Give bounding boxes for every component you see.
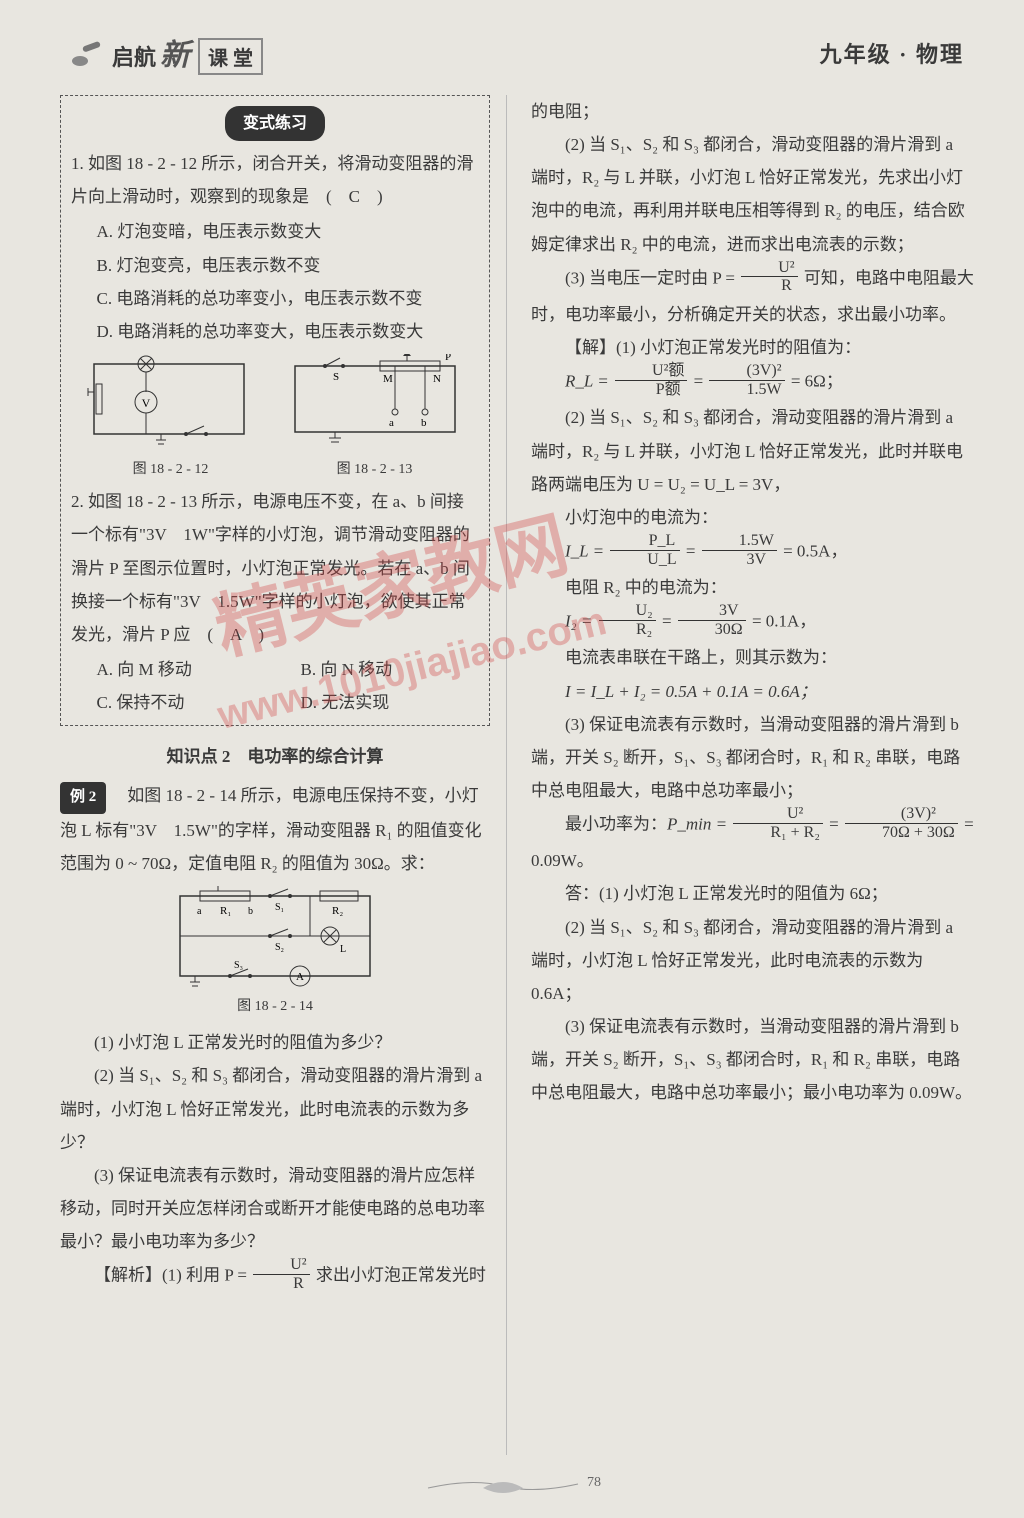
page-footer: 78	[0, 1476, 1024, 1500]
r2: (3) 当电压一定时由 P = U²R 可知，电路中电阻最大时，电功率最小，分析…	[531, 261, 974, 331]
example-tag: 例 2	[60, 782, 106, 813]
left-column: 变式练习 1. 如图 18 - 2 - 12 所示，闭合开关，将滑动变阻器的滑片…	[60, 95, 507, 1455]
box-banner: 变式练习	[225, 106, 325, 141]
frac-i2-1: U₂R₂	[599, 602, 656, 639]
sol2a: (2) 当 S₁、S₂ 和 S₃ 都闭合，滑动变阻器的滑片滑到 a 端时，R₂ …	[531, 401, 974, 500]
brand-prefix: 启航	[112, 40, 156, 72]
page-body: 变式练习 1. 如图 18 - 2 - 12 所示，闭合开关，将滑动变阻器的滑片…	[60, 95, 974, 1455]
ex2-part1: (1) 小灯泡 L 正常发光时的阻值为多少？	[60, 1026, 490, 1059]
frac-u2-over-r: U²R	[253, 1256, 309, 1293]
q2-opts-row2: C. 保持不动 D. 无法实现	[71, 686, 479, 719]
q1-optC: C. 电路消耗的总功率变小，电压表示数不变	[71, 282, 479, 315]
q1-optB: B. 灯泡变亮，电压表示数不变	[71, 249, 479, 282]
voltmeter-label: V	[141, 396, 150, 410]
sol2b: 小灯泡中的电流为：	[531, 501, 974, 534]
sol1-lhs: R_L =	[565, 372, 613, 391]
brand-block: 启航 新 课 堂	[70, 30, 263, 75]
fig13-caption: 图 18 - 2 - 13	[285, 456, 465, 483]
fig14-R2: R₂	[332, 905, 343, 917]
analysis-label: 【解析】	[94, 1266, 162, 1285]
sol-label: 【解】	[565, 338, 616, 357]
frac-pmin-1: U²R₁ + R₂	[733, 805, 823, 842]
ex2-part3: (3) 保证电流表有示数时，滑动变阻器的滑片应怎样移动，同时开关应怎样闭合或断开…	[60, 1159, 490, 1258]
answer-block: 答：(1) 小灯泡 L 正常发光时的阻值为 6Ω；	[531, 877, 974, 910]
knowledge-point-2-title: 知识点 2 电功率的综合计算	[60, 740, 490, 773]
r1: (2) 当 S₁、S₂ 和 S₃ 都闭合，滑动变阻器的滑片滑到 a 端时，R₂ …	[531, 128, 974, 261]
leaf-ornament-icon	[423, 1476, 583, 1500]
analysis1a: (1) 利用 P =	[162, 1266, 251, 1285]
frac-il-2: 1.5W3V	[702, 532, 777, 569]
sol2c: 电阻 R₂ 中的电流为：	[531, 571, 974, 604]
r0: 的电阻；	[531, 95, 974, 128]
r2a: (3) 当电压一定时由 P =	[565, 268, 739, 287]
q2-opts-row1: A. 向 M 移动 B. 向 N 移动	[71, 653, 479, 686]
telescope-icon	[70, 41, 106, 69]
q1-optA: A. 灯泡变暗，电压表示数变大	[71, 215, 479, 248]
fig13-N: N	[433, 373, 441, 385]
fig14-S3: S₃	[234, 960, 243, 971]
sol3a: (3) 保证电流表有示数时，当滑动变阻器的滑片滑到 b 端，开关 S₂ 断开，S…	[531, 708, 974, 807]
q1-optD: D. 电路消耗的总功率变大，电压表示数变大	[71, 315, 479, 348]
frac-i2-2: 3V30Ω	[678, 602, 746, 639]
analysis-line: 【解析】(1) 利用 P = U²R 求出小灯泡正常发光时	[60, 1258, 490, 1295]
q2-optD: D. 无法实现	[275, 686, 479, 719]
fig13-P: P	[445, 354, 451, 363]
fig14-R1: R₁	[220, 905, 231, 917]
q1-stem: 1. 如图 18 - 2 - 12 所示，闭合开关，将滑动变阻器的滑片向上滑动时…	[71, 147, 479, 213]
sol2-eq1: I_L = P_LU_L = 1.5W3V = 0.5A，	[531, 534, 974, 571]
q2-optA: A. 向 M 移动	[71, 653, 275, 686]
q2-stem: 2. 如图 18 - 2 - 13 所示，电源电压不变，在 a、b 间接一个标有…	[71, 485, 479, 651]
ex2-part2: (2) 当 S₁、S₂ 和 S₃ 都闭合，滑动变阻器的滑片滑到 a 端时，小灯泡…	[60, 1059, 490, 1158]
figure-row-1: V 图 18 - 2 - 12 S	[71, 354, 479, 483]
fig14-A: A	[296, 971, 304, 983]
brand-highlight: 新	[160, 30, 190, 74]
right-column: 的电阻； (2) 当 S₁、S₂ 和 S₃ 都闭合，滑动变阻器的滑片滑到 a 端…	[527, 95, 974, 1455]
fig14-caption: 图 18 - 2 - 14	[165, 993, 385, 1020]
variant-practice-box: 变式练习 1. 如图 18 - 2 - 12 所示，闭合开关，将滑动变阻器的滑片…	[60, 95, 490, 726]
ans3: (3) 保证电流表有示数时，当滑动变阻器的滑片滑到 b 端，开关 S₂ 断开，S…	[531, 1010, 974, 1109]
fig14-a: a	[197, 906, 202, 917]
fig14-S1: S₁	[275, 902, 284, 913]
ans-label: 答：	[565, 884, 599, 903]
brand-suffix-box: 课 堂	[198, 38, 263, 75]
fig14-L: L	[340, 944, 346, 955]
sol2d: 电流表串联在干路上，则其示数为：	[531, 641, 974, 674]
frac-rl-1: U²额P额	[615, 362, 687, 399]
sol1a: (1) 小灯泡正常发光时的阻值为：	[616, 338, 861, 357]
sol3-eq: 最小功率为：P_min = U²R₁ + R₂ = (3V)²70Ω + 30Ω…	[531, 807, 974, 844]
sol3-val: 0.09W。	[531, 844, 974, 877]
fig13-M: M	[383, 373, 393, 385]
fig13-b: b	[421, 417, 427, 429]
sol1-val: = 6Ω；	[787, 372, 843, 391]
ex2-stem-text: 如图 18 - 2 - 14 所示，电源电压保持不变，小灯泡 L 标有"3V 1…	[60, 786, 482, 872]
grade-label: 九年级 · 物理	[820, 37, 964, 69]
fig13-S: S	[333, 371, 339, 383]
sol1-equation: R_L = U²额P额 = (3V)²1.5W = 6Ω；	[531, 364, 974, 401]
fig14-S2: S₂	[275, 942, 284, 953]
page-number: 78	[587, 1475, 601, 1491]
example-2-stem: 例 2 如图 18 - 2 - 14 所示，电源电压保持不变，小灯泡 L 标有"…	[60, 779, 490, 880]
frac-u2r-2: U²R	[741, 259, 797, 296]
frac-pmin-2: (3V)²70Ω + 30Ω	[845, 805, 958, 842]
page-header: 启航 新 课 堂 九年级 · 物理	[60, 30, 974, 75]
ans1: (1) 小灯泡 L 正常发光时的阻值为 6Ω；	[599, 884, 888, 903]
figure-18-2-12: V 图 18 - 2 - 12	[86, 354, 256, 483]
fig13-a: a	[389, 417, 394, 429]
figure-18-2-13: S M N P a b 图 18 - 2 - 13	[285, 354, 465, 483]
sol2-eq2: I₂ = U₂R₂ = 3V30Ω = 0.1A，	[531, 604, 974, 641]
frac-il-1: P_LU_L	[610, 532, 679, 569]
analysis1b: 求出小灯泡正常发光时	[312, 1266, 486, 1285]
q2-optB: B. 向 N 移动	[275, 653, 479, 686]
solution-1-label: 【解】(1) 小灯泡正常发光时的阻值为：	[531, 331, 974, 364]
sol2-eq3: I = I_L + I₂ = 0.5A + 0.1A = 0.6A；	[531, 675, 974, 708]
frac-rl-2: (3V)²1.5W	[709, 362, 784, 399]
ans2: (2) 当 S₁、S₂ 和 S₃ 都闭合，滑动变阻器的滑片滑到 a 端时，小灯泡…	[531, 911, 974, 1010]
figure-18-2-14: a b R₁ S₁ R₂ S₂ L S₃ A 图 18 - 2 - 14	[165, 886, 385, 1020]
q2-optC: C. 保持不动	[71, 686, 275, 719]
fig14-b: b	[248, 906, 253, 917]
fig12-caption: 图 18 - 2 - 12	[86, 456, 256, 483]
